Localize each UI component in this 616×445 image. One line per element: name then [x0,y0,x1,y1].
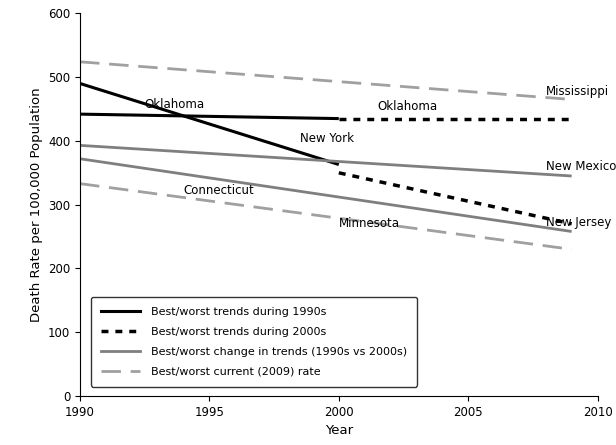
Text: New Mexico: New Mexico [546,160,616,173]
X-axis label: Year: Year [325,425,353,437]
Text: Oklahoma: Oklahoma [378,101,438,113]
Text: Connecticut: Connecticut [184,184,254,197]
Text: Mississippi: Mississippi [546,85,609,97]
Text: New York: New York [300,132,354,146]
Text: Oklahoma: Oklahoma [145,98,205,111]
Legend: Best/worst trends during 1990s, Best/worst trends during 2000s, Best/worst chang: Best/worst trends during 1990s, Best/wor… [91,297,417,387]
Y-axis label: Death Rate per 100,000 Population: Death Rate per 100,000 Population [30,87,43,322]
Text: Minnesota: Minnesota [339,217,400,230]
Text: New Jersey: New Jersey [546,216,611,229]
